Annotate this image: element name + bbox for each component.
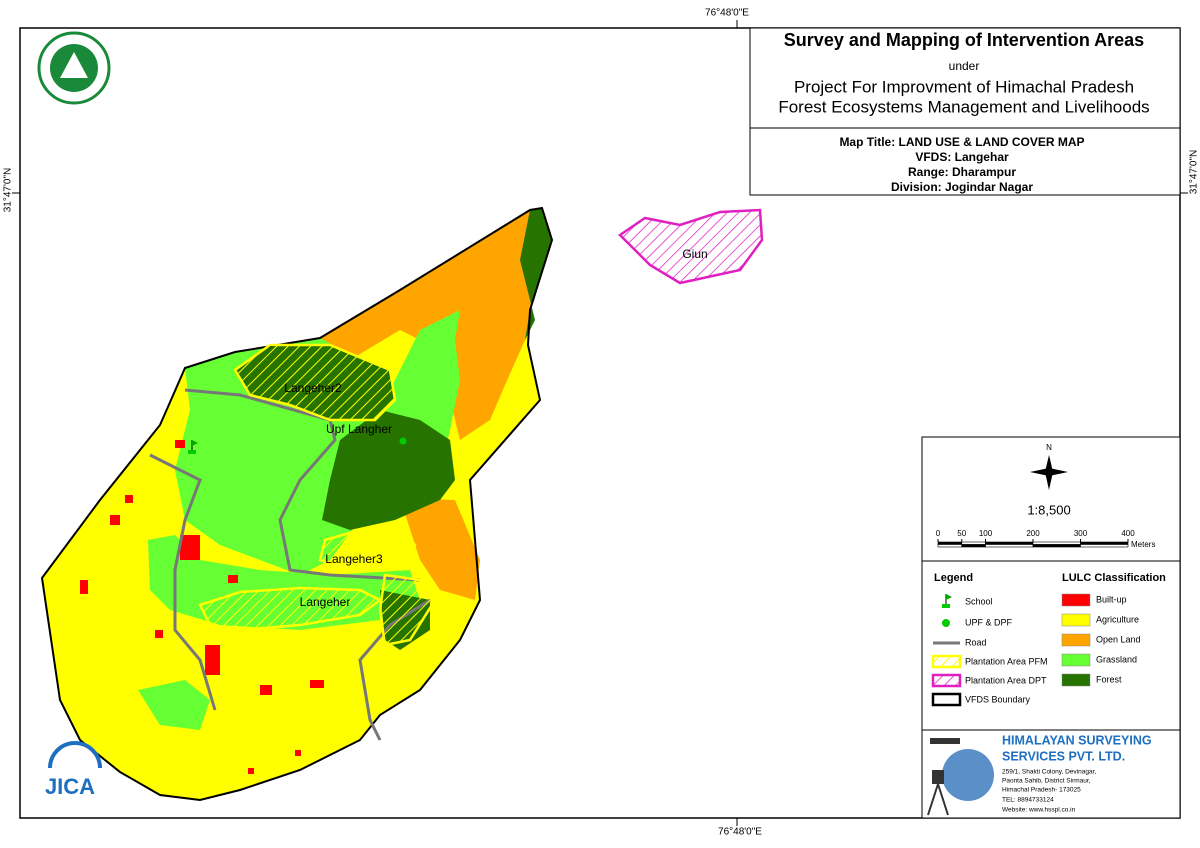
area-label: Giun: [682, 247, 707, 261]
jica-logo: JICA: [45, 741, 102, 799]
map-info: Range: Dharampur: [908, 165, 1016, 179]
scale-segment: [1080, 541, 1129, 545]
lulc-swatch: [1061, 653, 1091, 667]
lulc-swatch: [1061, 633, 1091, 647]
north-label: N: [1046, 443, 1052, 452]
area-label: Langeher: [300, 595, 351, 609]
map-title: Map Title: LAND USE & LAND COVER MAP: [839, 135, 1084, 149]
lulc-swatch: [1061, 673, 1091, 687]
scale-segment: [937, 541, 963, 545]
company-address: Website: www.hsspl.co.in: [1002, 807, 1076, 814]
legend-item: UPF & DPF: [965, 617, 1013, 627]
project-line: Project For Improvment of Himachal Prade…: [794, 77, 1134, 96]
map-area: Langeher2 Upf Langher Langeher3 Langeher…: [40, 206, 764, 802]
lulc-item: Grassland: [1096, 654, 1137, 664]
lulc-legend: Built-up Agriculture Open Land Grassland For…: [1061, 593, 1141, 687]
legend-item: Road: [965, 637, 987, 647]
forest-logo: [37, 31, 111, 105]
subtitle: under: [949, 59, 980, 73]
company-address: Paonta Sahib, District Sirmaur,: [1002, 778, 1091, 785]
scale-tick-label: 50: [957, 529, 966, 538]
coordinate-label: 31°47'0"N: [1189, 150, 1200, 195]
scale-segment: [961, 541, 986, 545]
company-address: 259/1, Shakti Colony, Devinagar,: [1002, 769, 1096, 776]
lulc-title: LULC Classification: [1062, 572, 1166, 584]
scale-segment: [961, 544, 986, 548]
scale-ratio: 1:8,500: [1027, 502, 1070, 517]
legend-item: VFDS Boundary: [965, 694, 1031, 704]
jica-text: JICA: [45, 774, 95, 799]
map-info: Division: Jogindar Nagar: [891, 180, 1033, 194]
project-line: Forest Ecosystems Management and Livelih…: [778, 97, 1149, 116]
scale-bar: 0 50 100 200 300 400: [936, 529, 1135, 548]
lulc-item: Open Land: [1096, 634, 1141, 644]
scale-segment: [1080, 544, 1129, 548]
scale-tick-label: 400: [1121, 529, 1135, 538]
scale-segment: [985, 544, 1034, 548]
scale-segment: [1032, 544, 1081, 548]
coordinate-label: 76°48'0"E: [705, 8, 749, 19]
legend-item: Plantation Area DPT: [965, 675, 1047, 685]
coordinate-label: 31°47'0"N: [3, 168, 14, 213]
title-box: [749, 27, 1181, 129]
scale-tick-label: 0: [936, 529, 941, 538]
company-logo: [927, 738, 994, 816]
scale-tick-label: 100: [979, 529, 993, 538]
legend-title: Legend: [934, 572, 973, 584]
area-label: Langeher3: [325, 552, 383, 566]
scale-unit: Meters: [1131, 540, 1155, 549]
scale-segment: [1032, 541, 1081, 545]
legend-item: School: [965, 596, 993, 606]
area-label: Upf Langher: [326, 422, 392, 436]
scale-segment: [937, 544, 963, 548]
company-address: TEL: 8894733124: [1002, 797, 1054, 804]
lulc-item: Forest: [1096, 674, 1122, 684]
title: Survey and Mapping of Intervention Areas: [784, 30, 1144, 50]
area-label: Langeher2: [284, 381, 342, 395]
lulc-item: Built-up: [1096, 594, 1127, 604]
coordinate-label: 76°48'0"E: [718, 827, 762, 838]
info-box: [749, 127, 1181, 196]
map-frame: [19, 27, 1181, 819]
company-name: SERVICES PVT. LTD.: [1002, 749, 1125, 763]
company-name: HIMALAYAN SURVEYING: [1002, 733, 1152, 747]
legend-symbols: [931, 594, 962, 707]
lulc-swatch: [1061, 613, 1091, 627]
scale-tick-label: 300: [1074, 529, 1088, 538]
lulc-item: Agriculture: [1096, 614, 1139, 624]
map-info: VFDS: Langehar: [915, 150, 1009, 164]
scale-segment: [985, 541, 1034, 545]
legend-item: Plantation Area PFM: [965, 656, 1048, 666]
scale-tick-label: 200: [1026, 529, 1040, 538]
lulc-swatch: [1061, 593, 1091, 607]
company-address: Himachal Pradesh- 173025: [1002, 787, 1081, 794]
